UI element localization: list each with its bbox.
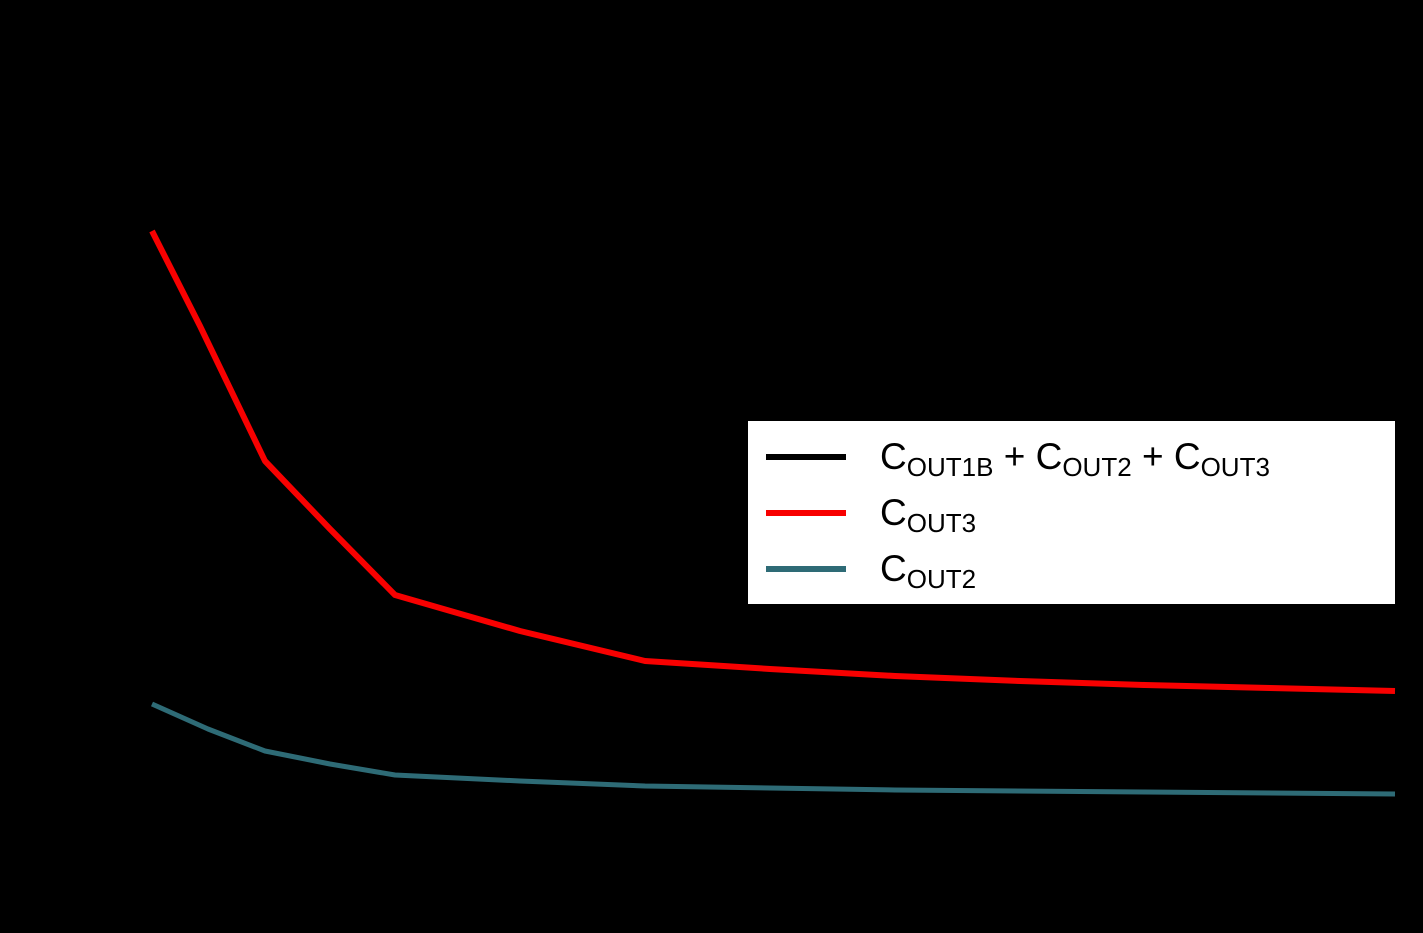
legend-swatch-cout2 xyxy=(766,565,846,572)
legend-swatch-sum xyxy=(766,453,846,460)
series-line-cout3 xyxy=(149,229,1396,694)
legend-label-cout2: COUT2 xyxy=(880,548,977,594)
legend-row-sum: COUT1B + COUT2 + COUT3 xyxy=(766,429,1377,485)
legend-label-cout3: COUT3 xyxy=(880,492,977,538)
legend-swatch-cout3 xyxy=(766,509,846,516)
legend-row-cout2: COUT2 xyxy=(766,541,1377,597)
legend-row-cout3: COUT3 xyxy=(766,485,1377,541)
legend: COUT1B + COUT2 + COUT3 COUT3 COUT2 xyxy=(746,419,1397,606)
legend-label-sum: COUT1B + COUT2 + COUT3 xyxy=(880,436,1270,482)
series-line-cout2 xyxy=(150,701,1396,797)
